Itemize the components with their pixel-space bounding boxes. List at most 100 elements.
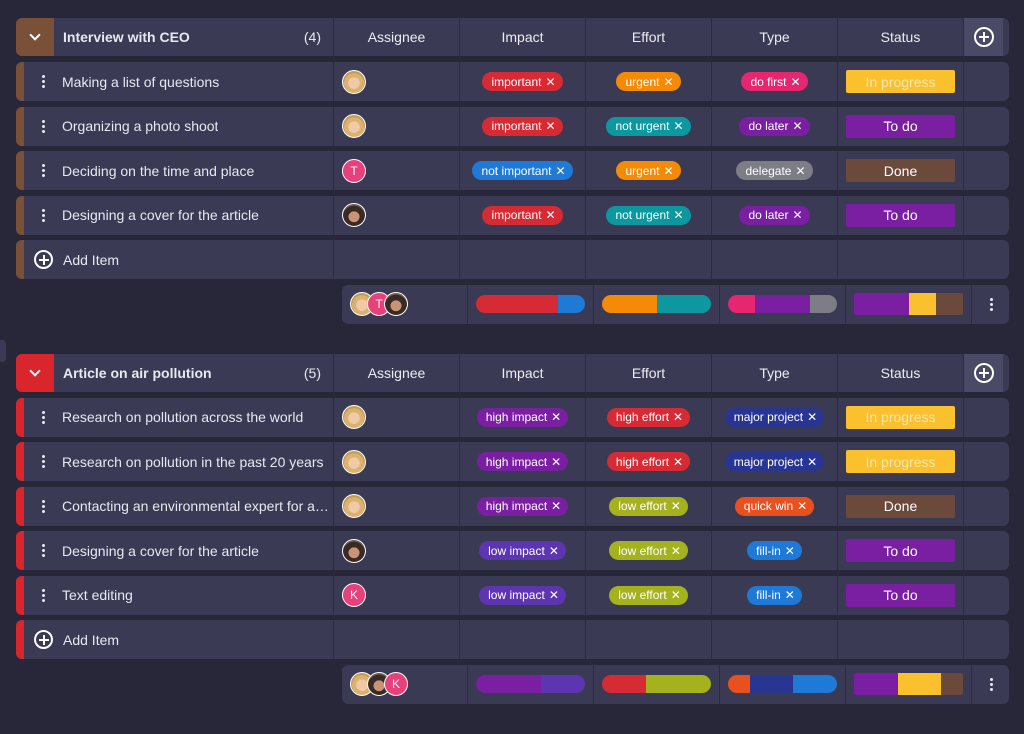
item-title[interactable]: Designing a cover for the article xyxy=(62,542,259,559)
impact-tag[interactable]: not important ✕ xyxy=(472,161,573,180)
impact-cell[interactable]: high impact ✕ xyxy=(460,442,586,481)
assignee-cell[interactable] xyxy=(334,62,460,101)
table-row[interactable]: Designing a cover for the article importa… xyxy=(16,195,1009,235)
status-cell[interactable]: To do xyxy=(838,575,964,615)
impact-tag[interactable]: important ✕ xyxy=(482,116,563,136)
impact-cell[interactable]: important ✕ xyxy=(460,106,586,146)
remove-tag-icon[interactable]: ✕ xyxy=(545,208,556,222)
avatar[interactable] xyxy=(342,405,366,429)
status-badge[interactable]: To do xyxy=(846,583,955,607)
type-cell[interactable]: major project ✕ xyxy=(712,442,838,481)
row-menu-icon[interactable] xyxy=(33,75,53,88)
status-badge[interactable]: To do xyxy=(846,539,955,562)
summary-menu-button[interactable] xyxy=(972,665,1009,704)
summary-assignees[interactable]: K xyxy=(342,664,468,704)
effort-tag[interactable]: low effort ✕ xyxy=(609,496,688,516)
remove-tag-icon[interactable]: ✕ xyxy=(807,410,818,424)
type-tag[interactable]: major project ✕ xyxy=(724,407,825,427)
remove-tag-icon[interactable]: ✕ xyxy=(673,119,684,133)
column-header-impact[interactable]: Impact xyxy=(460,18,586,56)
plus-circle-icon[interactable] xyxy=(34,250,53,269)
effort-cell[interactable]: not urgent ✕ xyxy=(586,106,712,146)
remove-tag-icon[interactable]: ✕ xyxy=(545,119,556,133)
avatar-stack[interactable]: K xyxy=(350,672,408,696)
assignee-cell[interactable]: K xyxy=(334,575,460,615)
avatar[interactable]: T xyxy=(342,158,366,183)
impact-cell[interactable]: not important ✕ xyxy=(460,151,586,190)
type-cell[interactable]: major project ✕ xyxy=(712,397,838,437)
status-badge[interactable]: In progress xyxy=(846,450,955,473)
remove-tag-icon[interactable]: ✕ xyxy=(792,119,803,133)
remove-tag-icon[interactable]: ✕ xyxy=(784,543,795,558)
type-cell[interactable]: delegate ✕ xyxy=(712,151,838,190)
group-title[interactable]: Article on air pollution xyxy=(63,364,212,381)
add-item-row[interactable]: Add Item xyxy=(16,620,1009,659)
summary-menu-button[interactable] xyxy=(972,285,1009,324)
column-header-effort[interactable]: Effort xyxy=(586,18,712,56)
effort-cell[interactable]: low effort ✕ xyxy=(586,486,712,526)
remove-tag-icon[interactable]: ✕ xyxy=(548,543,559,558)
assignee-cell[interactable] xyxy=(334,486,460,526)
effort-tag[interactable]: not urgent ✕ xyxy=(606,116,691,136)
status-cell[interactable]: In progress xyxy=(838,62,964,101)
collapse-group-button[interactable] xyxy=(16,353,54,392)
add-column-button[interactable] xyxy=(964,353,1003,392)
add-column-button[interactable] xyxy=(964,18,1003,56)
collapse-group-button[interactable] xyxy=(16,18,54,56)
remove-tag-icon[interactable]: ✕ xyxy=(795,163,806,178)
avatar[interactable] xyxy=(342,203,366,227)
remove-tag-icon[interactable]: ✕ xyxy=(670,499,681,513)
status-badge[interactable]: To do xyxy=(846,114,955,138)
impact-tag[interactable]: high impact ✕ xyxy=(476,407,569,427)
column-header-status[interactable]: Status xyxy=(838,353,964,392)
avatar[interactable] xyxy=(342,494,366,518)
type-tag[interactable]: do later ✕ xyxy=(739,116,810,136)
add-item-row[interactable]: Add Item xyxy=(16,240,1009,279)
avatar-stack[interactable]: T xyxy=(350,292,408,316)
assignee-cell[interactable] xyxy=(334,106,460,146)
table-row[interactable]: Research on pollution in the past 20 yea… xyxy=(16,442,1009,481)
remove-tag-icon[interactable]: ✕ xyxy=(551,410,562,424)
column-header-assignee[interactable]: Assignee xyxy=(334,18,460,56)
item-title[interactable]: Research on pollution across the world xyxy=(62,409,304,425)
type-tag[interactable]: fill-in ✕ xyxy=(747,541,802,560)
avatar[interactable] xyxy=(342,538,366,563)
row-menu-icon[interactable] xyxy=(33,208,53,222)
remove-tag-icon[interactable]: ✕ xyxy=(790,74,801,89)
column-header-type[interactable]: Type xyxy=(712,18,838,56)
avatar[interactable]: K xyxy=(384,672,408,696)
table-row[interactable]: Research on pollution across the world hi… xyxy=(16,397,1009,437)
type-cell[interactable]: quick win ✕ xyxy=(712,486,838,526)
impact-cell[interactable]: important ✕ xyxy=(460,62,586,101)
remove-tag-icon[interactable]: ✕ xyxy=(670,588,681,602)
effort-cell[interactable]: urgent ✕ xyxy=(586,62,712,101)
remove-tag-icon[interactable]: ✕ xyxy=(545,74,556,89)
impact-cell[interactable]: low impact ✕ xyxy=(460,575,586,615)
add-item-cell[interactable]: Add Item xyxy=(24,240,334,279)
item-title[interactable]: Making a list of questions xyxy=(62,73,220,90)
status-cell[interactable]: Done xyxy=(838,151,964,190)
impact-tag[interactable]: low impact ✕ xyxy=(479,585,566,605)
item-title[interactable]: Contacting an environmental expert for a… xyxy=(62,498,329,514)
table-row[interactable]: Designing a cover for the article low imp… xyxy=(16,531,1009,570)
status-badge[interactable]: To do xyxy=(846,203,955,227)
status-cell[interactable]: In progress xyxy=(838,397,964,437)
impact-tag[interactable]: important ✕ xyxy=(482,72,563,91)
effort-cell[interactable]: high effort ✕ xyxy=(586,397,712,437)
type-cell[interactable]: fill-in ✕ xyxy=(712,531,838,570)
item-title[interactable]: Organizing a photo shoot xyxy=(62,118,219,134)
assignee-cell[interactable] xyxy=(334,397,460,437)
add-item-button[interactable]: Add Item xyxy=(34,630,119,649)
impact-tag[interactable]: high impact ✕ xyxy=(476,452,569,471)
assignee-cell[interactable] xyxy=(334,531,460,570)
column-header-type[interactable]: Type xyxy=(712,353,838,392)
status-badge[interactable]: Done xyxy=(846,494,955,518)
row-menu-icon[interactable] xyxy=(33,119,53,133)
status-cell[interactable]: To do xyxy=(838,195,964,235)
row-menu-icon[interactable] xyxy=(33,499,53,513)
impact-cell[interactable]: low impact ✕ xyxy=(460,531,586,570)
type-tag[interactable]: major project ✕ xyxy=(724,452,825,471)
item-title[interactable]: Research on pollution in the past 20 yea… xyxy=(62,453,324,470)
remove-tag-icon[interactable]: ✕ xyxy=(551,499,562,513)
